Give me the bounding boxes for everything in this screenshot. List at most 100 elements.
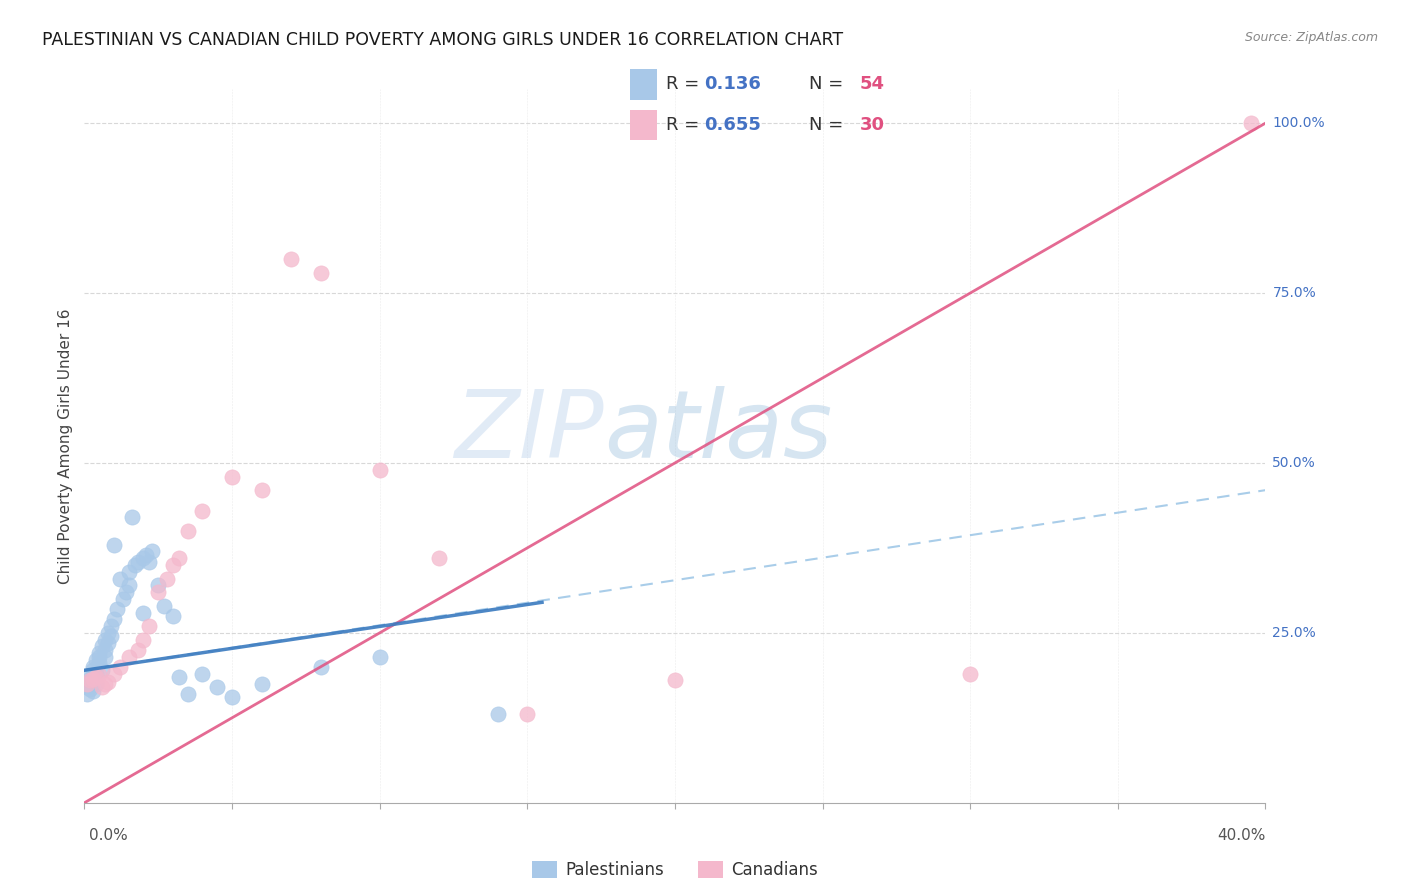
Legend: Palestinians, Canadians: Palestinians, Canadians — [524, 853, 825, 888]
Point — [205, 680, 228, 694]
Point — [153, 599, 176, 613]
Point — [148, 585, 170, 599]
Point — [127, 555, 149, 569]
Text: 54: 54 — [860, 75, 884, 93]
Point — [118, 565, 141, 579]
Point — [79, 672, 101, 686]
Point — [162, 558, 184, 572]
Point — [177, 524, 200, 538]
Point — [87, 668, 111, 682]
Point — [91, 663, 114, 677]
Point — [84, 670, 107, 684]
Point — [108, 572, 131, 586]
Point — [118, 578, 141, 592]
Point — [141, 544, 163, 558]
Point — [250, 677, 273, 691]
Point — [1240, 116, 1263, 130]
Text: 0.0%: 0.0% — [89, 828, 128, 843]
Point — [91, 640, 114, 654]
Point — [309, 266, 332, 280]
Point — [103, 666, 125, 681]
Point — [127, 643, 149, 657]
Point — [132, 632, 155, 647]
Point — [79, 681, 101, 696]
Point — [94, 677, 117, 691]
Bar — [630, 110, 657, 140]
Text: Source: ZipAtlas.com: Source: ZipAtlas.com — [1244, 31, 1378, 45]
Text: R =: R = — [666, 116, 706, 134]
Point — [135, 548, 157, 562]
Text: 40.0%: 40.0% — [1218, 828, 1265, 843]
Point — [103, 537, 125, 551]
Point — [118, 649, 141, 664]
Point — [82, 683, 104, 698]
Point — [111, 591, 134, 606]
Point — [79, 679, 101, 693]
Point — [79, 673, 101, 688]
Text: 100.0%: 100.0% — [1272, 116, 1324, 130]
Point — [94, 649, 117, 664]
Text: PALESTINIAN VS CANADIAN CHILD POVERTY AMONG GIRLS UNDER 16 CORRELATION CHART: PALESTINIAN VS CANADIAN CHILD POVERTY AM… — [42, 31, 844, 49]
Point — [87, 649, 111, 664]
Point — [82, 672, 104, 686]
Y-axis label: Child Poverty Among Girls Under 16: Child Poverty Among Girls Under 16 — [58, 309, 73, 583]
Text: 75.0%: 75.0% — [1272, 286, 1316, 300]
Point — [124, 558, 146, 572]
Point — [84, 666, 107, 681]
Point — [250, 483, 273, 498]
Point — [114, 585, 136, 599]
Point — [156, 572, 179, 586]
Text: 50.0%: 50.0% — [1272, 456, 1316, 470]
Point — [167, 551, 190, 566]
Point — [103, 612, 125, 626]
Text: ZIP: ZIP — [454, 386, 605, 477]
Point — [97, 674, 120, 689]
Point — [191, 503, 214, 517]
Text: 0.655: 0.655 — [704, 116, 762, 134]
Point — [76, 687, 98, 701]
Text: atlas: atlas — [605, 386, 832, 477]
Point — [100, 619, 122, 633]
Point — [87, 657, 111, 671]
Text: 30: 30 — [860, 116, 884, 134]
Point — [100, 629, 122, 643]
Point — [221, 469, 243, 483]
Point — [309, 660, 332, 674]
Point — [138, 619, 160, 633]
Bar — [630, 70, 657, 100]
Point — [76, 670, 98, 684]
Point — [167, 670, 190, 684]
Point — [87, 646, 111, 660]
Point — [91, 680, 114, 694]
Point — [427, 551, 450, 566]
Point — [191, 666, 214, 681]
Point — [97, 626, 120, 640]
Point — [177, 687, 200, 701]
Point — [82, 660, 104, 674]
Point — [280, 252, 302, 266]
Point — [105, 602, 128, 616]
Point — [368, 649, 391, 664]
Point — [221, 690, 243, 705]
Point — [959, 666, 981, 681]
Point — [76, 680, 98, 694]
Point — [76, 677, 98, 691]
Point — [82, 663, 104, 677]
Text: R =: R = — [666, 75, 706, 93]
Point — [108, 660, 131, 674]
Point — [664, 673, 686, 688]
Text: 25.0%: 25.0% — [1272, 626, 1316, 640]
Point — [84, 653, 107, 667]
Text: N =: N = — [808, 75, 849, 93]
Point — [516, 707, 538, 722]
Point — [162, 608, 184, 623]
Text: 0.136: 0.136 — [704, 75, 762, 93]
Point — [76, 677, 98, 691]
Text: N =: N = — [808, 116, 849, 134]
Point — [138, 555, 160, 569]
Point — [486, 707, 509, 722]
Point — [368, 463, 391, 477]
Point — [97, 636, 120, 650]
Point — [94, 632, 117, 647]
Point — [94, 643, 117, 657]
